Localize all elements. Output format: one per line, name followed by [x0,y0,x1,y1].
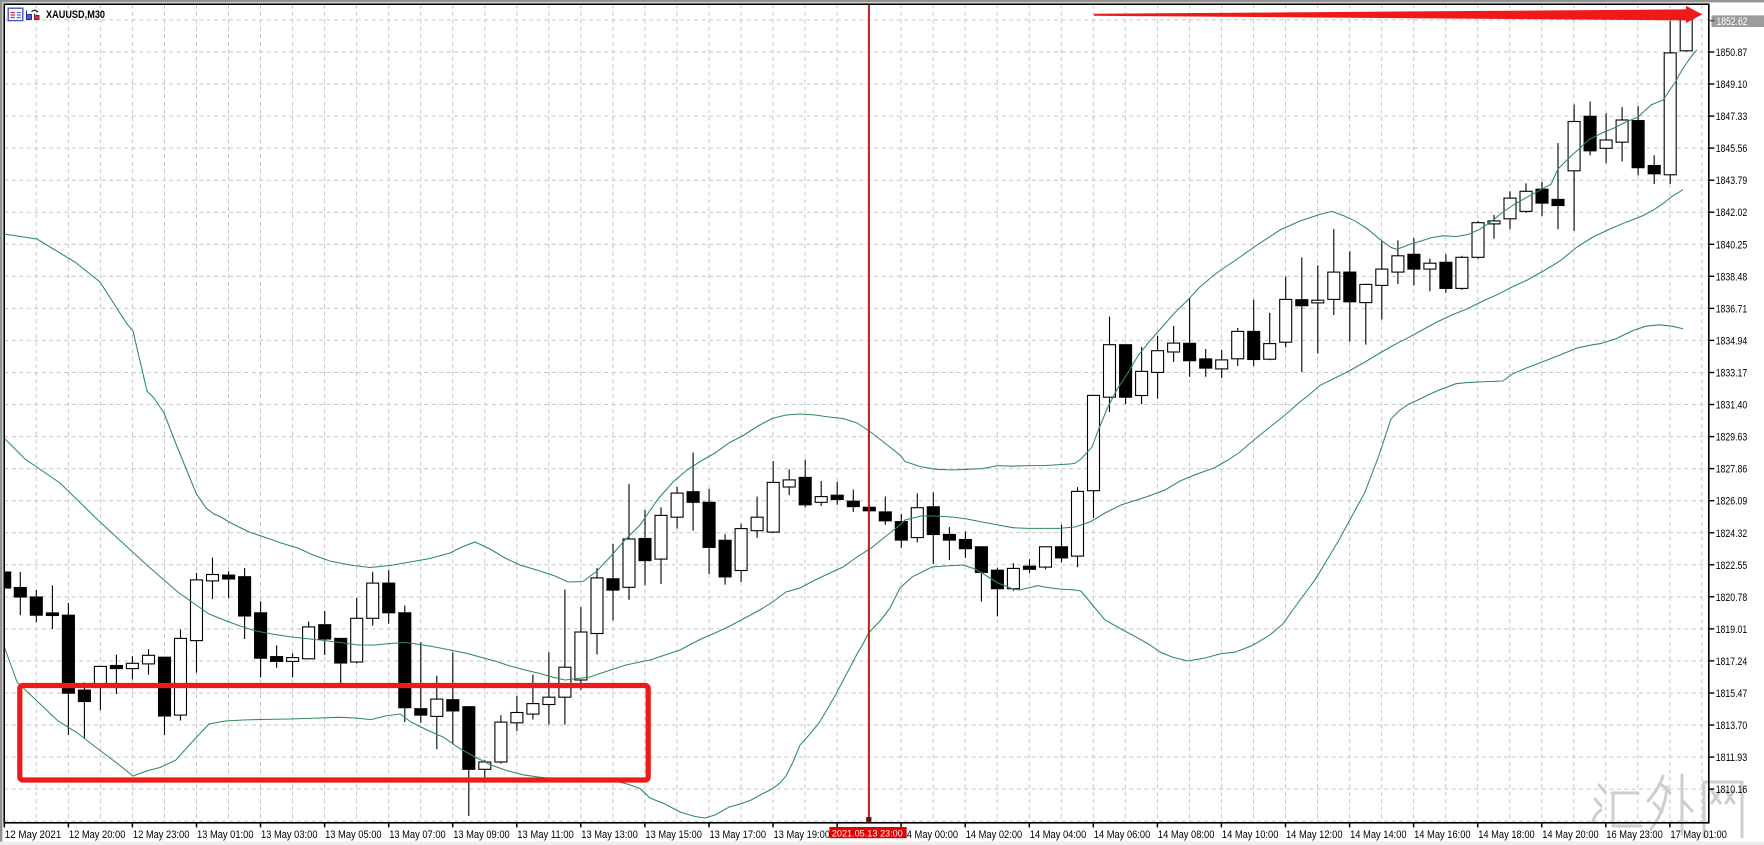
svg-text:1838.48: 1838.48 [1716,271,1748,283]
svg-text:1811.93: 1811.93 [1716,752,1748,764]
svg-text:1810.16: 1810.16 [1716,784,1748,796]
svg-text:13 May 13:00: 13 May 13:00 [581,829,638,841]
svg-text:16 May 23:00: 16 May 23:00 [1606,829,1663,841]
svg-text:1820.78: 1820.78 [1716,592,1748,604]
svg-text:1826.09: 1826.09 [1716,496,1748,508]
svg-text:14 May 08:00: 14 May 08:00 [1158,829,1215,841]
svg-text:14 May 14:00: 14 May 14:00 [1350,829,1407,841]
svg-text:1836.71: 1836.71 [1716,303,1748,315]
svg-text:13 May 09:00: 13 May 09:00 [453,829,510,841]
svg-text:14 May 02:00: 14 May 02:00 [966,829,1023,841]
svg-text:14 May 18:00: 14 May 18:00 [1478,829,1535,841]
svg-text:13 May 07:00: 13 May 07:00 [389,829,446,841]
svg-text:14 May 20:00: 14 May 20:00 [1542,829,1599,841]
svg-text:13 May 03:00: 13 May 03:00 [261,829,318,841]
svg-text:14 May 04:00: 14 May 04:00 [1030,829,1087,841]
svg-text:1849.10: 1849.10 [1716,79,1748,91]
svg-text:XAUUSD,M30: XAUUSD,M30 [46,9,105,21]
svg-text:1852.62: 1852.62 [1717,16,1748,28]
svg-text:13 May 19:00: 13 May 19:00 [774,829,831,841]
svg-text:1850.87: 1850.87 [1716,47,1748,59]
svg-text:1819.01: 1819.01 [1716,624,1748,636]
svg-text:1831.40: 1831.40 [1716,400,1748,412]
svg-text:13 May 15:00: 13 May 15:00 [645,829,702,841]
svg-text:1840.25: 1840.25 [1716,239,1748,251]
svg-text:1822.55: 1822.55 [1716,560,1748,572]
svg-text:1817.24: 1817.24 [1716,656,1748,668]
svg-text:2021.05.13 23:00: 2021.05.13 23:00 [832,828,903,839]
svg-text:17 May 01:00: 17 May 01:00 [1670,829,1727,841]
svg-text:13 May 01:00: 13 May 01:00 [197,829,254,841]
svg-text:1824.32: 1824.32 [1716,528,1748,540]
svg-text:1827.86: 1827.86 [1716,464,1748,476]
svg-text:14 May 16:00: 14 May 16:00 [1414,829,1471,841]
svg-text:12 May 2021: 12 May 2021 [5,829,62,841]
svg-text:1842.02: 1842.02 [1716,207,1748,219]
svg-text:1845.56: 1845.56 [1716,143,1748,155]
svg-text:13 May 17:00: 13 May 17:00 [710,829,767,841]
svg-text:12 May 23:00: 12 May 23:00 [133,829,190,841]
svg-text:1815.47: 1815.47 [1716,688,1748,700]
svg-text:14 May 06:00: 14 May 06:00 [1094,829,1151,841]
svg-text:14 May 00:00: 14 May 00:00 [902,829,959,841]
svg-text:1834.94: 1834.94 [1716,335,1748,347]
svg-text:1843.79: 1843.79 [1716,175,1748,187]
svg-text:1847.33: 1847.33 [1716,111,1748,123]
svg-text:1833.17: 1833.17 [1716,368,1748,380]
svg-text:1813.70: 1813.70 [1716,720,1748,732]
svg-text:13 May 05:00: 13 May 05:00 [325,829,382,841]
svg-text:14 May 12:00: 14 May 12:00 [1286,829,1343,841]
svg-text:13 May 11:00: 13 May 11:00 [517,829,574,841]
svg-text:12 May 20:00: 12 May 20:00 [69,829,126,841]
svg-text:1829.63: 1829.63 [1716,432,1748,444]
svg-text:14 May 10:00: 14 May 10:00 [1222,829,1279,841]
